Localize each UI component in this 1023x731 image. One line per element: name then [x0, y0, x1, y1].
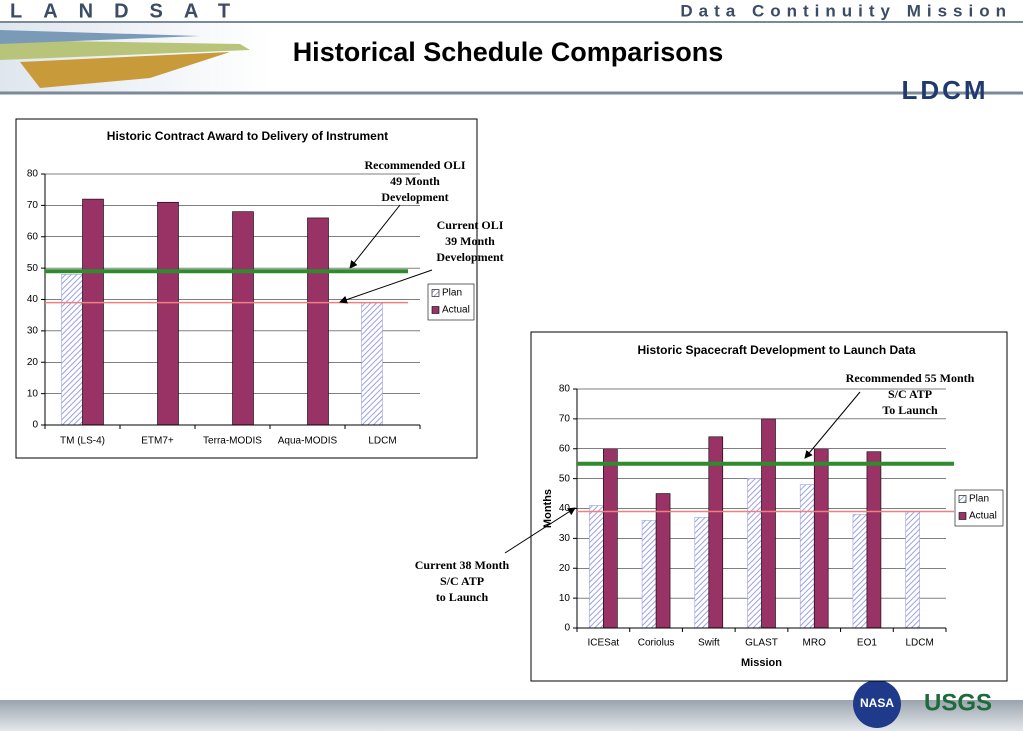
annotation: Current OLI — [437, 218, 504, 232]
header-left: LANDSAT — [10, 0, 251, 22]
bar — [905, 511, 920, 629]
header-stripe — [0, 40, 250, 60]
ldcm-logo: LDCM — [901, 75, 988, 105]
x-tick-label: EO1 — [857, 638, 877, 649]
footer-bar — [0, 700, 1023, 731]
y-tick-label: 0 — [564, 623, 570, 634]
x-axis-label: Mission — [741, 657, 782, 669]
legend-swatch — [958, 495, 967, 503]
x-tick-label: Aqua-MODIS — [278, 436, 338, 447]
slide-title: Historical Schedule Comparisons — [293, 37, 724, 67]
y-tick-label: 50 — [27, 263, 39, 274]
y-tick-label: 30 — [559, 533, 571, 544]
chart-title: Historic Contract Award to Delivery of I… — [107, 129, 388, 143]
annotation: Recommended OLI — [365, 158, 466, 172]
annotation: To Launch — [882, 403, 938, 417]
bar — [589, 505, 604, 629]
legend-label: Plan — [442, 288, 462, 299]
y-axis-label: Months — [542, 489, 554, 528]
y-tick-label: 50 — [559, 473, 571, 484]
annotation: S/C ATP — [888, 387, 932, 401]
bar — [747, 478, 762, 629]
usgs-logo: USGS — [924, 689, 992, 716]
legend-label: Actual — [969, 511, 997, 522]
y-tick-label: 40 — [27, 294, 39, 305]
header-right: Data Continuity Mission — [680, 1, 1012, 20]
bar — [361, 302, 383, 426]
annotation: Development — [381, 190, 448, 204]
bar — [866, 451, 882, 629]
header-stripe — [20, 52, 230, 88]
bar — [603, 448, 618, 629]
bar — [694, 517, 710, 629]
x-tick-label: LDCM — [905, 638, 933, 649]
annotation: Recommended 55 Month — [846, 371, 975, 385]
y-tick-label: 70 — [559, 414, 571, 425]
y-tick-label: 80 — [559, 384, 571, 395]
top-bar — [0, 0, 1023, 22]
annotation-arrow — [349, 204, 401, 269]
chart-title: Historic Spacecraft Development to Launc… — [637, 343, 915, 357]
bar — [157, 201, 179, 426]
x-tick-label: Terra-MODIS — [203, 436, 262, 447]
bar — [307, 217, 329, 426]
y-tick-label: 10 — [559, 593, 571, 604]
x-tick-label: Coriolus — [638, 638, 675, 649]
y-tick-label: 30 — [27, 326, 39, 337]
y-tick-label: 0 — [32, 420, 38, 431]
nasa-logo — [853, 680, 901, 728]
x-tick-label: ETM7+ — [141, 436, 174, 447]
y-tick-label: 80 — [27, 169, 39, 180]
annotation: Current 38 Month — [415, 558, 510, 572]
annotation-arrow — [339, 269, 433, 304]
bar — [655, 493, 671, 629]
nasa-text: NASA — [860, 696, 894, 710]
header-stripe — [0, 30, 200, 44]
legend-swatch — [958, 512, 967, 520]
y-tick-label: 70 — [27, 200, 39, 211]
x-tick-label: MRO — [803, 638, 827, 649]
y-tick-label: 60 — [27, 231, 39, 242]
bar — [641, 520, 657, 629]
legend-label: Plan — [969, 494, 989, 505]
y-tick-label: 10 — [27, 388, 39, 399]
annotation: S/C ATP — [440, 574, 484, 588]
x-tick-label: LDCM — [368, 436, 396, 447]
bar — [799, 484, 815, 629]
y-tick-label: 20 — [559, 563, 571, 574]
y-tick-label: 40 — [559, 503, 571, 514]
bar — [761, 418, 776, 629]
x-tick-label: GLAST — [745, 638, 778, 649]
annotation: Development — [436, 250, 503, 264]
y-tick-label: 20 — [27, 357, 39, 368]
bar — [813, 448, 829, 629]
annotation: to Launch — [436, 590, 489, 604]
annotation-arrow — [504, 507, 576, 554]
y-tick-label: 60 — [559, 443, 571, 454]
x-tick-label: Swift — [698, 638, 720, 649]
legend-swatch — [431, 306, 440, 314]
bar — [232, 211, 254, 426]
bar — [61, 274, 83, 426]
annotation: 39 Month — [445, 234, 495, 248]
legend-label: Actual — [442, 305, 470, 316]
annotation: 49 Month — [390, 174, 440, 188]
bar — [852, 514, 868, 629]
x-tick-label: ICESat — [588, 638, 620, 649]
bar — [82, 198, 104, 426]
legend-swatch — [431, 289, 440, 297]
annotation-arrow — [804, 391, 861, 459]
x-tick-label: TM (LS-4) — [60, 436, 105, 447]
